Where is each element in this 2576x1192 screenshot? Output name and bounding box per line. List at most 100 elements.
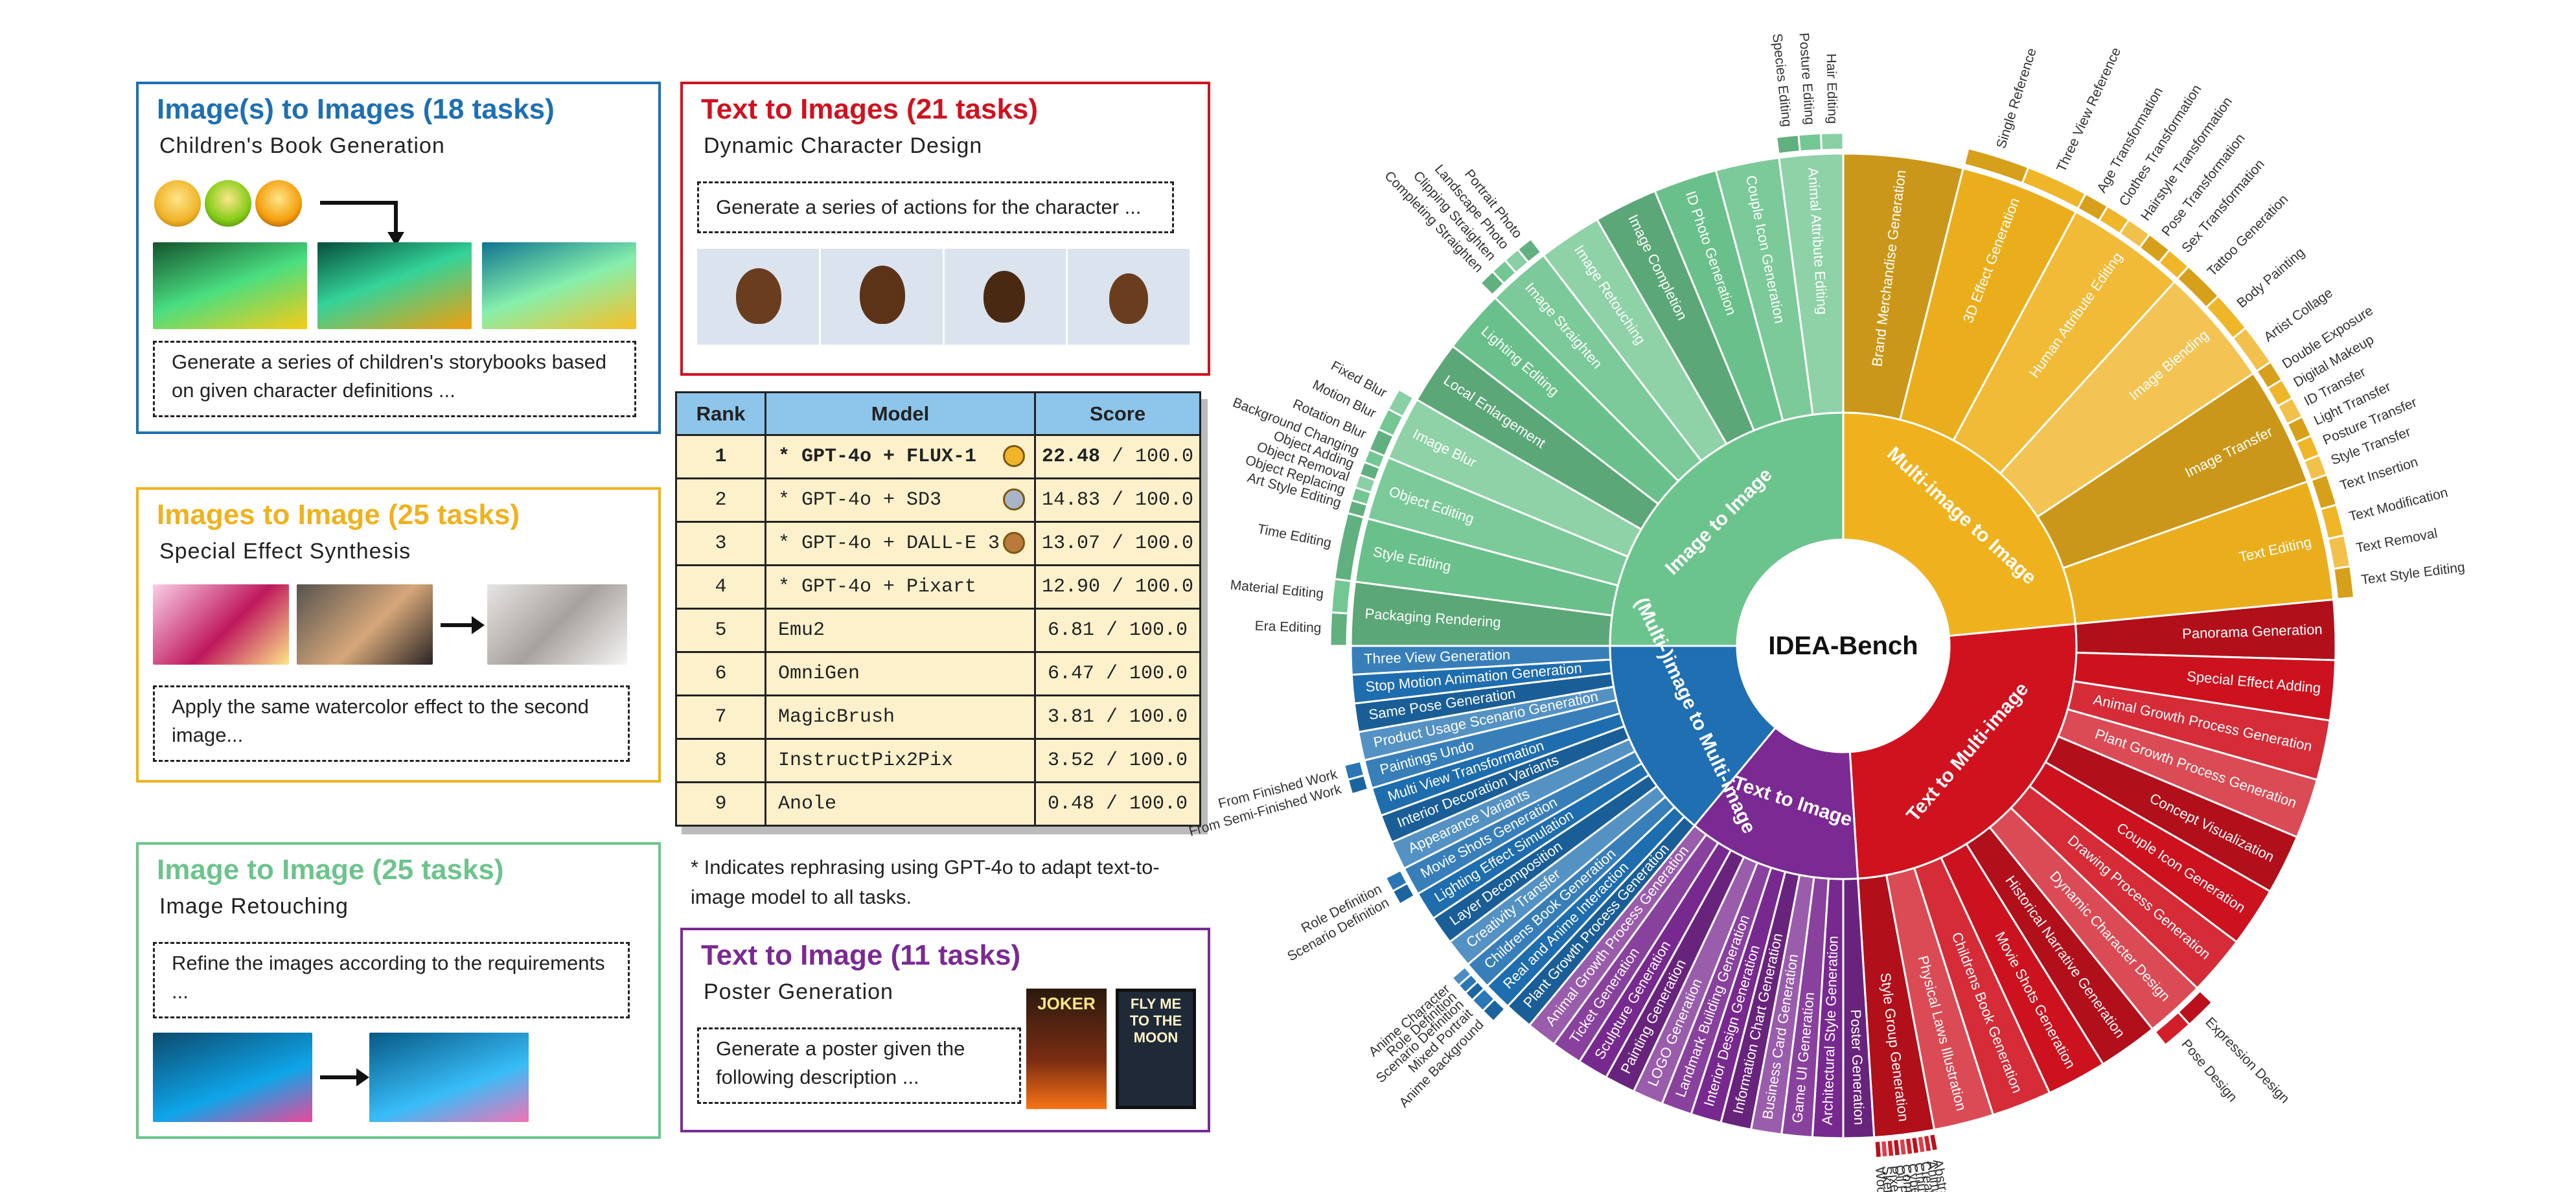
- prompt-box: Generate a series of children's storyboo…: [153, 341, 636, 417]
- score-value: 14.83: [1041, 489, 1100, 511]
- poster-fly-me-to-the-moon: FLY ME TO THE MOON: [1116, 989, 1196, 1109]
- result-watercolor-image: [487, 584, 627, 665]
- score-total: / 100.0: [1099, 446, 1194, 468]
- score-total: / 100.0: [1094, 706, 1188, 728]
- cell-model: * GPT-4o + SD3: [766, 479, 1036, 521]
- model-name: * GPT-4o + DALL-E 3: [778, 533, 1000, 555]
- score-value: 22.48: [1041, 446, 1100, 468]
- prompt-box: Generate a series of actions for the cha…: [697, 181, 1174, 233]
- subtask-segment: [2327, 534, 2352, 570]
- prompt-box: Refine the images according to the requi…: [153, 942, 630, 1018]
- subtask-segment: [1384, 869, 1409, 893]
- cell-rank: 4: [677, 566, 766, 608]
- subtask-label: Single Reference: [1994, 47, 2040, 151]
- poster-joker: JOKER: [1026, 989, 1107, 1109]
- header-score: Score: [1089, 402, 1146, 425]
- effect-reference-image: [153, 584, 289, 665]
- table-row: 5 Emu2 6.81 / 100.0: [677, 610, 1199, 653]
- poster-title: JOKER: [1037, 994, 1096, 1013]
- cell-score: 14.83 / 100.0: [1036, 479, 1199, 521]
- model-name: * GPT-4o + SD3: [778, 489, 942, 511]
- score-total: / 100.0: [1094, 619, 1188, 641]
- character-avatar: [255, 180, 302, 227]
- character-avatar: [154, 180, 201, 227]
- subtask-segment: [1819, 132, 1845, 152]
- subtask-segment: [1329, 611, 1350, 647]
- subtask-label: Text Modification: [2347, 485, 2449, 525]
- subtask-label: Era Editing: [1254, 619, 1321, 636]
- score-total: / 100.0: [1094, 793, 1188, 815]
- cell-model: MagicBrush: [766, 696, 1036, 738]
- subtask-label: Species Editing: [1769, 33, 1795, 128]
- flow-arrow: [320, 1068, 369, 1086]
- source-portrait-image: [297, 584, 433, 665]
- center-disc: [1737, 540, 1949, 752]
- footnote: * Indicates rephrasing using GPT-4o to a…: [691, 856, 1160, 908]
- header-rank: Rank: [677, 393, 766, 434]
- table-row: 9 Anole 0.48 / 100.0: [677, 783, 1199, 827]
- task-segment: [1350, 645, 1612, 676]
- cell-model: Anole: [766, 783, 1036, 827]
- subtask-segment: [1797, 132, 1823, 153]
- subtask-segment: [1873, 1140, 1883, 1160]
- cell-model: * GPT-4o + DALL-E 3: [766, 523, 1036, 564]
- card-title: Images to Image (25 tasks): [157, 499, 520, 531]
- score-total: / 100.0: [1099, 489, 1194, 511]
- subtask-segment: [2319, 503, 2346, 540]
- subtask-label: Body Painting: [2234, 245, 2307, 311]
- score-value: 12.90: [1041, 576, 1100, 598]
- score-total: / 100.0: [1094, 663, 1188, 685]
- cell-rank: 6: [677, 653, 766, 694]
- model-name: Emu2: [778, 619, 825, 641]
- storybook-image: [153, 242, 307, 329]
- header-model: Model: [766, 393, 1036, 434]
- score-value: 0.48: [1047, 793, 1094, 815]
- table-row: 8 InstructPix2Pix 3.52 / 100.0: [677, 740, 1199, 783]
- character-frame: [1068, 249, 1190, 345]
- card-title: Text to Image (11 tasks): [701, 939, 1021, 971]
- cell-model: * GPT-4o + FLUX-1: [766, 436, 1036, 477]
- center-label: IDEA-Bench: [1768, 632, 1918, 660]
- table-row: 3 * GPT-4o + DALL-E 3 13.07 / 100.0: [677, 523, 1199, 566]
- poster-title: FLY ME TO THE MOON: [1129, 996, 1182, 1046]
- model-name: Anole: [778, 793, 837, 815]
- subtask-label: Posture Editing: [1796, 32, 1817, 126]
- card-images-to-image: Images to Image (25 tasks) Special Effec…: [136, 487, 661, 783]
- cell-rank: 5: [677, 610, 766, 651]
- storybook-image: [482, 242, 636, 329]
- flow-arrow: [441, 616, 485, 634]
- score-value: 3.81: [1047, 706, 1094, 728]
- model-name: * GPT-4o + Pixart: [778, 576, 977, 598]
- table-row: 2 * GPT-4o + SD3 14.83 / 100.0: [677, 479, 1199, 523]
- card-subtitle: Dynamic Character Design: [704, 133, 983, 158]
- card-images-to-images: Image(s) to Images (18 tasks) Children's…: [136, 82, 661, 434]
- cell-score: 0.48 / 100.0: [1036, 783, 1199, 827]
- cell-rank: 9: [677, 783, 766, 827]
- score-value: 6.47: [1047, 663, 1094, 685]
- retouched-image: [369, 1033, 529, 1122]
- subtask-segment: [1386, 387, 1415, 418]
- card-subtitle: Special Effect Synthesis: [159, 539, 411, 564]
- subtask-segment: [1451, 965, 1473, 987]
- cell-rank: 8: [677, 740, 766, 781]
- card-title: Image to Image (25 tasks): [157, 854, 504, 886]
- leaderboard-table: Rank Model Score 1 * GPT-4o + FLUX-1 22.48…: [675, 391, 1201, 827]
- score-value: 6.81: [1047, 619, 1094, 641]
- card-image-to-image: Image to Image (25 tasks) Image Retouchi…: [136, 842, 661, 1139]
- subtask-label: Woodcut: [1872, 1166, 1891, 1192]
- subtask-label: Text Style Editing: [2360, 560, 2466, 588]
- model-name: MagicBrush: [778, 706, 895, 728]
- prompt-box: Generate a poster given the following de…: [697, 1027, 1021, 1104]
- score-total: / 100.0: [1094, 750, 1188, 772]
- model-name: * GPT-4o + FLUX-1: [778, 446, 977, 468]
- table-row: 4 * GPT-4o + Pixart 12.90 / 100.0: [677, 566, 1199, 610]
- cell-score: 3.81 / 100.0: [1036, 696, 1199, 738]
- prompt-box: Apply the same watercolor effect to the …: [153, 685, 630, 762]
- task-label: Poster Generation: [1848, 1009, 1868, 1125]
- cell-score: 6.81 / 100.0: [1036, 610, 1199, 651]
- gold-medal-icon: [1003, 445, 1025, 467]
- model-name: OmniGen: [778, 663, 860, 685]
- character-frames: [697, 249, 1190, 345]
- subtask-label: Text Removal: [2355, 526, 2439, 556]
- subtask-segment: [2153, 1011, 2191, 1047]
